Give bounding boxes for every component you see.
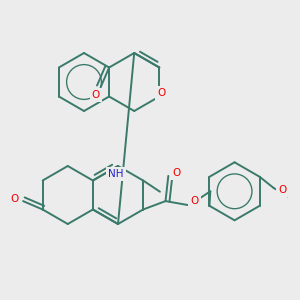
Text: NH: NH: [108, 169, 124, 179]
Text: O: O: [279, 185, 287, 195]
Text: O: O: [157, 88, 166, 98]
Text: O: O: [10, 194, 18, 204]
Text: O: O: [172, 168, 180, 178]
Text: O: O: [190, 196, 198, 206]
Text: O: O: [92, 90, 100, 100]
